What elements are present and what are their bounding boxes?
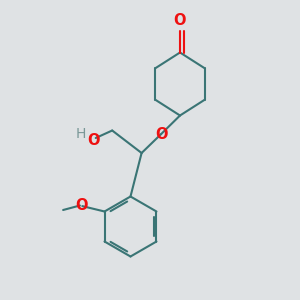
Text: O: O (155, 127, 167, 142)
Text: O: O (76, 198, 88, 213)
Text: O: O (87, 133, 100, 148)
Text: H: H (75, 127, 85, 141)
Text: O: O (174, 13, 186, 28)
